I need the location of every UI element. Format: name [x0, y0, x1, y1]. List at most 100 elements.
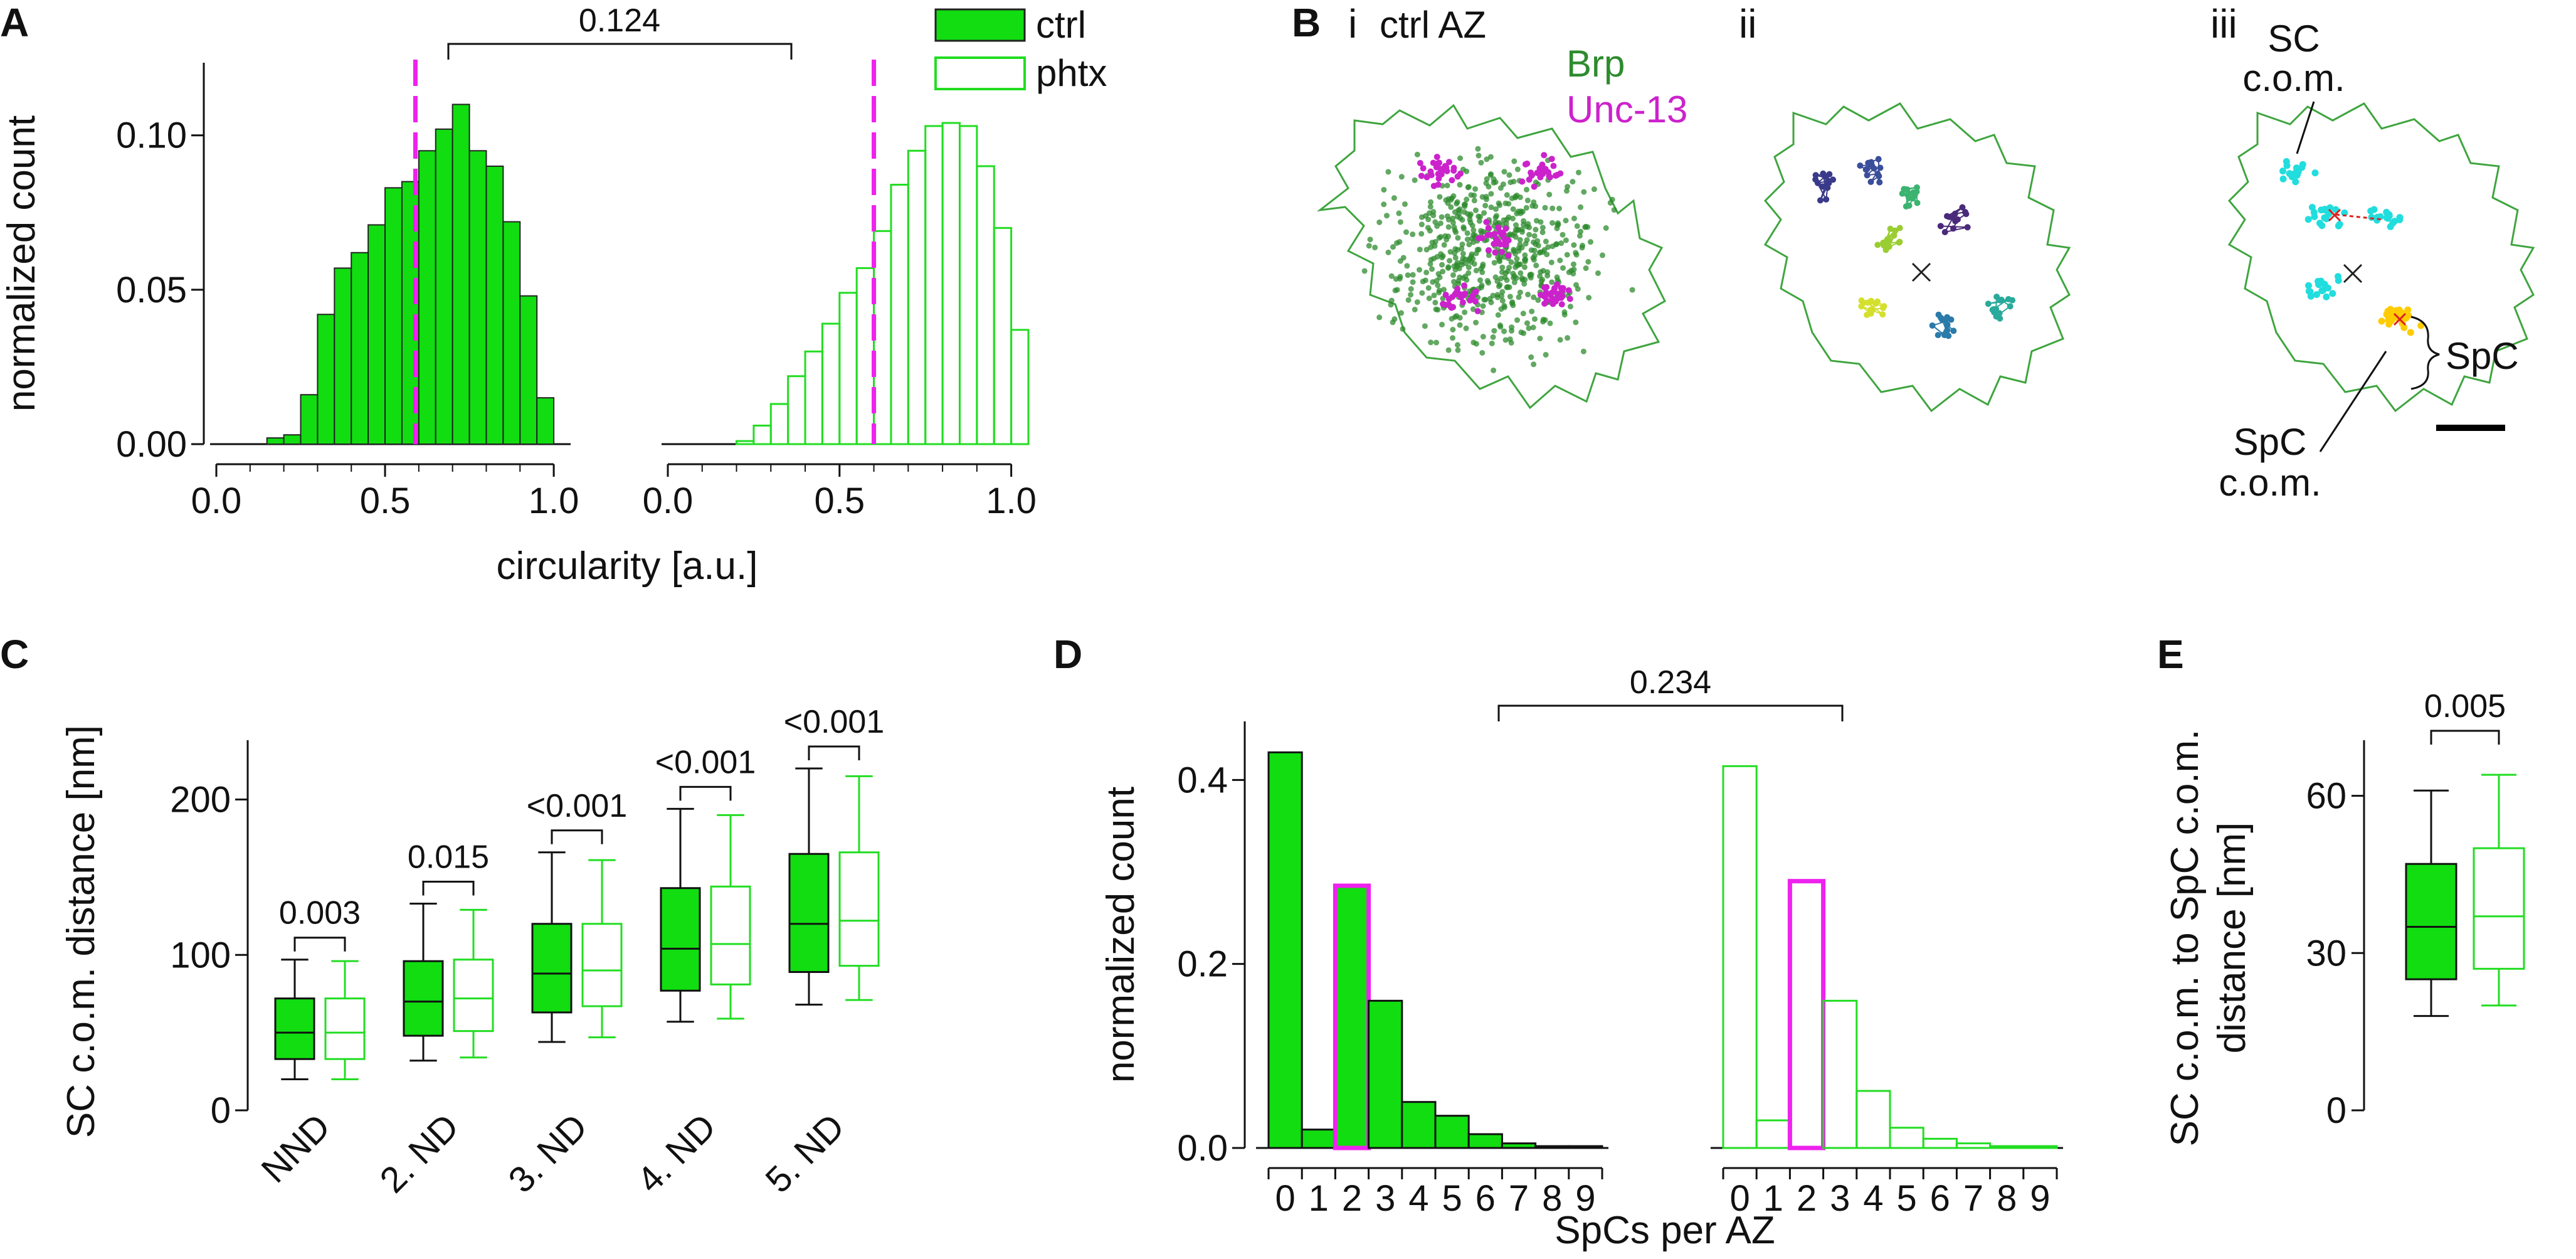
brp-localization — [1521, 264, 1528, 270]
brp-localization — [1465, 184, 1471, 191]
brp-localization — [1609, 196, 1615, 203]
unc13-localization — [1459, 299, 1466, 306]
brp-localization — [1472, 207, 1479, 213]
unc13-localization — [1566, 295, 1573, 302]
panel-label-b: B — [1292, 0, 1321, 45]
panel-d-ytick-label: 0.2 — [1177, 944, 1228, 985]
histogram-bar-phtx — [1889, 1127, 1924, 1149]
brp-localization — [1470, 227, 1477, 233]
brp-localization — [1585, 258, 1592, 265]
brp-localization — [1425, 225, 1431, 231]
unc13-localization — [1495, 224, 1502, 231]
histogram-bar-ctrl — [1301, 1129, 1336, 1149]
unc13-localization — [1560, 285, 1566, 292]
brp-localization — [1431, 292, 1437, 299]
brp-localization — [1394, 240, 1400, 246]
sc-point — [2305, 282, 2313, 289]
brp-localization — [1499, 297, 1506, 304]
brp-localization — [1501, 217, 1507, 223]
brp-localization — [1462, 309, 1468, 316]
unc13-localization — [1550, 162, 1557, 169]
histogram-bar-phtx — [873, 230, 892, 445]
brp-localization — [1478, 228, 1484, 234]
panel-c-category-label: NND — [253, 1106, 338, 1191]
brp-localization — [1388, 302, 1394, 308]
brp-localization — [1526, 325, 1532, 331]
sc-point — [2279, 175, 2287, 183]
brp-localization — [1385, 169, 1391, 175]
brp-localization — [1546, 191, 1553, 198]
panel-d-xtick-label: 7 — [1509, 1178, 1529, 1219]
unc13-localization — [1528, 169, 1534, 176]
panel-label-c: C — [0, 632, 29, 677]
sc-point — [2293, 164, 2300, 172]
spc-point — [2400, 324, 2408, 331]
panel-c-ylabel: SC c.o.m. distance [nm] — [60, 725, 103, 1138]
brp-localization — [1563, 237, 1569, 243]
brp-localization — [1487, 172, 1494, 178]
brp-localization — [1507, 179, 1514, 186]
unc13-localization — [1461, 282, 1468, 289]
histogram-bar-phtx — [993, 226, 1013, 445]
brp-localization — [1391, 316, 1398, 322]
sc-point — [2279, 167, 2287, 175]
brp-localization — [1509, 327, 1515, 334]
brp-localization — [1574, 223, 1580, 229]
brp-localization — [1361, 268, 1368, 274]
unc13-localization — [1450, 164, 1457, 171]
brp-localization — [1521, 221, 1527, 228]
panel-d-xtick-label: 2 — [1797, 1178, 1817, 1219]
brp-localization — [1498, 306, 1504, 312]
unc13-localization — [1504, 238, 1511, 245]
brp-localization — [1441, 242, 1447, 248]
unc13-localization — [1543, 284, 1550, 290]
centroid-marker-ii — [1911, 262, 1931, 282]
histogram-bar-phtx — [1010, 329, 1030, 445]
brp-localization — [1455, 235, 1461, 241]
brp-localization — [1457, 215, 1464, 221]
brp-localization — [1556, 205, 1563, 211]
histogram-bar-ctrl — [367, 224, 386, 445]
unc13-localization — [1433, 154, 1440, 161]
az-outline-iii — [2227, 102, 2535, 413]
brp-localization — [1479, 263, 1486, 270]
panel-c-bracket — [551, 829, 603, 844]
panel-d-xtick-label: 8 — [1542, 1178, 1562, 1219]
sc-point — [2336, 220, 2343, 228]
brp-localization — [1453, 229, 1459, 235]
histogram-bar-phtx — [769, 403, 789, 445]
sc-point — [2335, 273, 2342, 280]
unc13-localization — [1454, 173, 1461, 180]
histogram-bar-ctrl — [1568, 1145, 1603, 1149]
cluster-link — [1988, 295, 2013, 319]
panel-label-d: D — [1053, 632, 1082, 677]
legend-phtx-label: phtx — [1036, 52, 1107, 94]
brp-localization — [1428, 339, 1434, 346]
brp-localization — [1498, 275, 1504, 282]
annot-spc-arrow — [2319, 351, 2387, 452]
brp-localization — [1535, 297, 1541, 303]
panel-a-xtick-label: 0.5 — [814, 481, 865, 521]
brp-localization — [1519, 275, 1525, 282]
panel-d-xtick-label: 9 — [2030, 1178, 2050, 1219]
unc13-localization — [1492, 235, 1499, 242]
panel-a-xtick-label: 0.5 — [360, 481, 411, 521]
panel-a-ytick-label: 0.00 — [116, 424, 187, 465]
brp-localization — [1381, 201, 1387, 208]
histogram-bar-ctrl — [384, 187, 403, 445]
brp-localization — [1490, 334, 1496, 340]
panel-d-ylabel: normalized count — [1099, 787, 1143, 1083]
panel-c-bracket — [808, 745, 860, 760]
brp-localization — [1575, 169, 1581, 176]
panel-d-xtick-label: 1 — [1763, 1178, 1783, 1219]
unc13-localization — [1449, 177, 1455, 184]
unc13-localization — [1460, 291, 1467, 298]
histogram-bar-phtx — [1855, 1090, 1891, 1149]
histogram-bar-ctrl — [1501, 1142, 1537, 1149]
panel-d-xtick-label: 0 — [1729, 1178, 1750, 1219]
brp-localization — [1560, 265, 1566, 271]
sc-distance-line — [2335, 213, 2383, 221]
panel-d-histograms: 0.00.20.40 1 2 3 4 5 6 7 8 9 0 1 2 3 4 5 6 7 8 9 — [1177, 721, 2063, 1219]
unc13-localization — [1557, 170, 1564, 177]
brp-localization — [1450, 272, 1456, 278]
